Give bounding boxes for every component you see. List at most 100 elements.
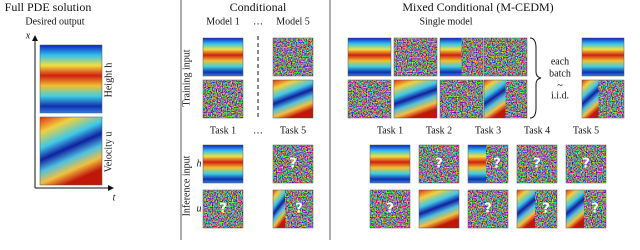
field-image bbox=[370, 145, 410, 183]
image-border bbox=[516, 189, 558, 229]
image-border bbox=[516, 144, 558, 184]
image-border bbox=[483, 79, 528, 119]
noise-image bbox=[598, 80, 624, 118]
noise-image bbox=[461, 38, 483, 76]
field-image bbox=[582, 80, 599, 118]
noise-image bbox=[584, 190, 606, 228]
image-border bbox=[202, 79, 244, 119]
image-border bbox=[581, 37, 625, 77]
noise-image bbox=[285, 190, 313, 228]
row-label: Velocity u bbox=[103, 132, 114, 173]
image-border bbox=[39, 44, 103, 114]
image-border bbox=[369, 189, 411, 229]
unknown-marker: ? bbox=[542, 202, 550, 217]
image-border bbox=[347, 79, 392, 119]
noise-image bbox=[468, 190, 508, 228]
noise-image bbox=[394, 38, 437, 76]
row-label: Height h bbox=[103, 63, 114, 98]
image-border bbox=[565, 189, 607, 229]
image-border bbox=[272, 144, 314, 184]
image-border bbox=[272, 189, 314, 229]
image-border bbox=[202, 144, 244, 184]
axis-label: t bbox=[113, 192, 116, 203]
noise-image bbox=[486, 145, 508, 183]
image-border bbox=[439, 79, 484, 119]
task-label: Task 1 bbox=[377, 125, 403, 136]
model-label: Model 5 bbox=[276, 16, 310, 27]
image-border bbox=[467, 189, 509, 229]
image-border bbox=[39, 116, 103, 186]
field-image bbox=[517, 190, 535, 228]
image-border bbox=[202, 189, 244, 229]
noise-image bbox=[419, 145, 459, 183]
image-border bbox=[347, 37, 392, 77]
field-image bbox=[273, 80, 313, 118]
noise-image bbox=[484, 38, 527, 76]
model-label: … bbox=[253, 16, 263, 27]
image-border bbox=[272, 37, 314, 77]
image-border bbox=[272, 79, 314, 119]
unknown-marker: ? bbox=[289, 157, 297, 172]
unknown-marker: ? bbox=[533, 157, 541, 172]
task-label: Task 4 bbox=[524, 125, 550, 136]
noise-image bbox=[505, 80, 527, 118]
unknown-marker: ? bbox=[386, 202, 394, 217]
field-image bbox=[468, 145, 486, 183]
panel-title: Mixed Conditional (M-CEDM) bbox=[402, 0, 553, 14]
noise-image bbox=[273, 38, 313, 76]
task-label: Task 5 bbox=[573, 125, 599, 136]
unknown-marker: ? bbox=[493, 157, 501, 172]
panel-subtitle: Single model bbox=[419, 16, 472, 27]
field-image bbox=[273, 190, 285, 228]
noise-image bbox=[203, 190, 243, 228]
image-border bbox=[418, 144, 460, 184]
task-label: Task 5 bbox=[280, 125, 306, 136]
image-border bbox=[393, 79, 438, 119]
panel-title: Full PDE solution bbox=[5, 0, 92, 14]
noise-image bbox=[348, 80, 391, 118]
unknown-marker: ? bbox=[219, 202, 227, 217]
noise-image bbox=[273, 145, 313, 183]
task-label: … bbox=[253, 125, 263, 136]
row-label: Training input bbox=[181, 49, 192, 106]
batch-note: each bbox=[551, 56, 569, 67]
image-border bbox=[581, 79, 625, 119]
image-border bbox=[202, 37, 244, 77]
field-image bbox=[394, 80, 437, 118]
field-image bbox=[40, 45, 102, 113]
noise-image bbox=[535, 190, 557, 228]
image-border bbox=[439, 37, 484, 77]
noise-image bbox=[370, 190, 410, 228]
field-image bbox=[40, 117, 102, 185]
panel-subtitle: Desired output bbox=[25, 16, 84, 27]
unknown-marker: ? bbox=[582, 157, 590, 172]
field-image bbox=[440, 38, 462, 76]
noise-image bbox=[566, 145, 606, 183]
image-border bbox=[418, 189, 460, 229]
iid-note: i.i.d. bbox=[551, 90, 569, 101]
image-border bbox=[393, 37, 438, 77]
row-symbol: u bbox=[197, 203, 202, 214]
field-image bbox=[484, 80, 506, 118]
image-border bbox=[483, 37, 528, 77]
panel-title: Conditional bbox=[230, 0, 287, 14]
model-label: Model 1 bbox=[206, 16, 240, 27]
image-border bbox=[369, 144, 411, 184]
row-label: Inference input bbox=[181, 155, 192, 216]
field-image bbox=[582, 38, 624, 76]
field-image bbox=[203, 145, 243, 183]
image-border bbox=[467, 144, 509, 184]
unknown-marker: ? bbox=[435, 157, 443, 172]
brace bbox=[529, 37, 542, 119]
noise-image bbox=[517, 145, 557, 183]
field-image bbox=[566, 190, 584, 228]
unknown-marker: ? bbox=[295, 202, 303, 217]
unknown-marker: ? bbox=[484, 202, 492, 217]
task-label: Task 1 bbox=[210, 125, 236, 136]
axis-label: x bbox=[25, 30, 31, 41]
task-label: Task 2 bbox=[426, 125, 452, 136]
image-border bbox=[565, 144, 607, 184]
tilde: ~ bbox=[557, 80, 563, 91]
field-image bbox=[348, 38, 391, 76]
